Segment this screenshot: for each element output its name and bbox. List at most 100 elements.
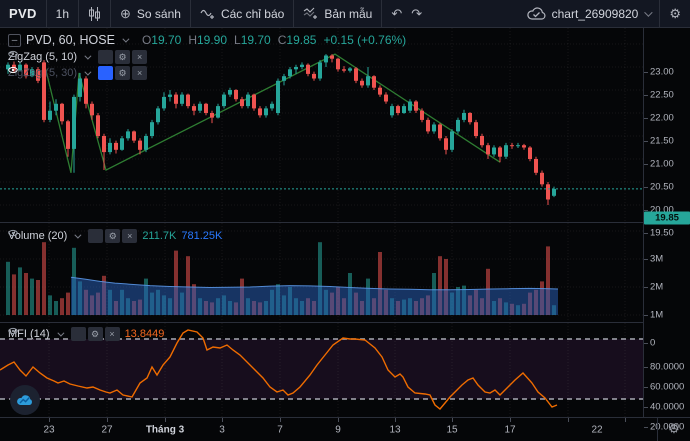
candle-body [552,188,556,196]
axis-tick [644,72,648,73]
close-icon[interactable]: × [122,229,138,243]
symbol-button[interactable]: PVD [0,0,46,27]
close-icon[interactable]: × [104,327,120,341]
candle-body [54,103,58,111]
volume-ma-value: 781.25K [181,230,223,242]
time-tick [165,418,166,422]
time-tick-label: 9 [335,424,341,435]
close-icon[interactable]: × [132,50,148,64]
cloud-saved-icon [526,6,546,21]
time-tick-label: 7 [277,424,283,435]
time-axis[interactable]: 23 27 Tháng 3 3 7 9 13 15 17 22 [0,417,690,441]
interval-label: 1h [55,6,69,21]
eye-icon[interactable] [8,327,86,341]
price-tick-label: 22.00 [650,112,674,124]
price-tick-label: 20.50 [650,181,674,193]
settings-icon[interactable]: ⚙ [105,229,121,243]
candle-body [276,80,280,113]
axis-tick [644,164,648,165]
zigzag1-label[interactable]: ZigZag (5, 10) [8,51,78,63]
chart-settings-button[interactable]: ⚙ [660,0,690,27]
mfi-label[interactable]: MFI (14) [8,328,50,340]
eye-icon[interactable] [8,229,104,243]
save-chart-button[interactable]: chart_26909820 [518,0,660,27]
volume-label[interactable]: Volume (20) [8,230,68,242]
price-tick-label: 20.00 [650,204,674,216]
settings-icon[interactable]: ⚙ [87,327,103,341]
volume-bar [438,256,442,315]
axis-settings-icon[interactable]: ⚙ [657,417,690,441]
axis-tick [644,367,648,368]
candle-body [384,94,388,102]
mfi-band [0,339,643,399]
axis-tick [644,210,648,211]
candle-body [174,94,178,104]
interval-button[interactable]: 1h [47,0,78,27]
mfi-tick-label: 20.0000 [650,421,685,433]
candle-body [312,73,316,79]
candle-body [36,69,40,81]
last-price-badge: 19.85 [644,211,690,225]
chart-style-button[interactable] [79,0,110,27]
templates-label: Bản mẫu [324,6,373,21]
indicator-controls: ⚙ × [8,66,148,80]
volume-chart-canvas[interactable] [0,223,643,322]
candle-body [342,69,346,71]
settings-icon[interactable]: ⚙ [115,66,131,80]
tradingview-logo[interactable] [10,385,40,415]
eye-icon[interactable] [8,66,114,80]
price-chart-canvas[interactable] [0,28,643,222]
chevron-down-icon[interactable] [84,52,92,60]
symbol-legend-row: – PVD, 60, HOSE O19.70 H19.90 L19.70 C19… [8,33,406,47]
candle-body [264,108,268,116]
indicator-controls: ⚙ × [8,229,138,243]
candle-body [378,87,382,95]
axis-tick [644,387,648,388]
time-tick [107,418,108,422]
chevron-down-icon[interactable] [84,68,92,76]
mfi-value: 13.8449 [124,328,165,340]
indicators-button[interactable]: Các chỉ báo [191,0,293,27]
mfi-tick-label: 60.0000 [650,381,685,393]
chevron-down-icon[interactable] [56,329,65,337]
candle-body [324,55,328,63]
indicator-controls: ⚙ × [8,50,148,64]
candle-body [306,64,310,74]
undo-button[interactable]: ↶ [382,0,411,27]
close-icon[interactable]: × [132,66,148,80]
volume-pane[interactable]: Volume (20) ⚙ × 211.7K 781.25K [0,222,643,322]
price-axis[interactable]: 23.00 22.50 22.00 21.50 21.00 20.50 20.00 19.50… [643,28,690,433]
chevron-down-icon[interactable] [74,231,82,239]
mfi-chart-canvas[interactable] [0,323,643,417]
price-pane[interactable]: – PVD, 60, HOSE O19.70 H19.90 L19.70 C19… [0,28,643,222]
price-tick-label: 19.50 [650,227,674,239]
candle-body [474,122,478,136]
candle-body [450,131,454,150]
volume-tick-label: 1M [650,309,664,321]
time-tick-label: 23 [43,424,55,435]
collapse-icon[interactable]: – [8,33,21,47]
volume-legend-row: Volume (20) ⚙ × 211.7K 781.25K [8,229,222,243]
eye-icon[interactable] [8,50,114,64]
mfi-pane[interactable]: MFI (14) ⚙ × 13.8449 [0,322,643,417]
candle-body [438,124,442,139]
symbol-label: PVD [9,6,37,21]
compare-button[interactable]: ⊕ So sánh [111,0,190,27]
settings-icon[interactable]: ⚙ [115,50,131,64]
toolbar-divider [293,0,295,27]
axis-tick [644,95,648,96]
templates-button[interactable]: Bản mẫu [294,0,381,27]
chevron-down-icon[interactable] [122,35,130,43]
volume-bar [24,273,28,315]
symbol-legend-label[interactable]: PVD, 60, HOSE [26,33,115,47]
time-tick-label: 13 [389,424,401,435]
redo-button[interactable]: ↷ [411,0,431,27]
candle-body [78,78,82,97]
price-tick-label: 22.50 [650,89,674,101]
volume-bar [318,242,322,315]
zigzag2-label[interactable]: ZigZag (5, 30) [8,67,78,79]
candle-body [534,159,538,173]
indicator-controls: ⚙ × [8,327,120,341]
candle-body [114,142,118,150]
